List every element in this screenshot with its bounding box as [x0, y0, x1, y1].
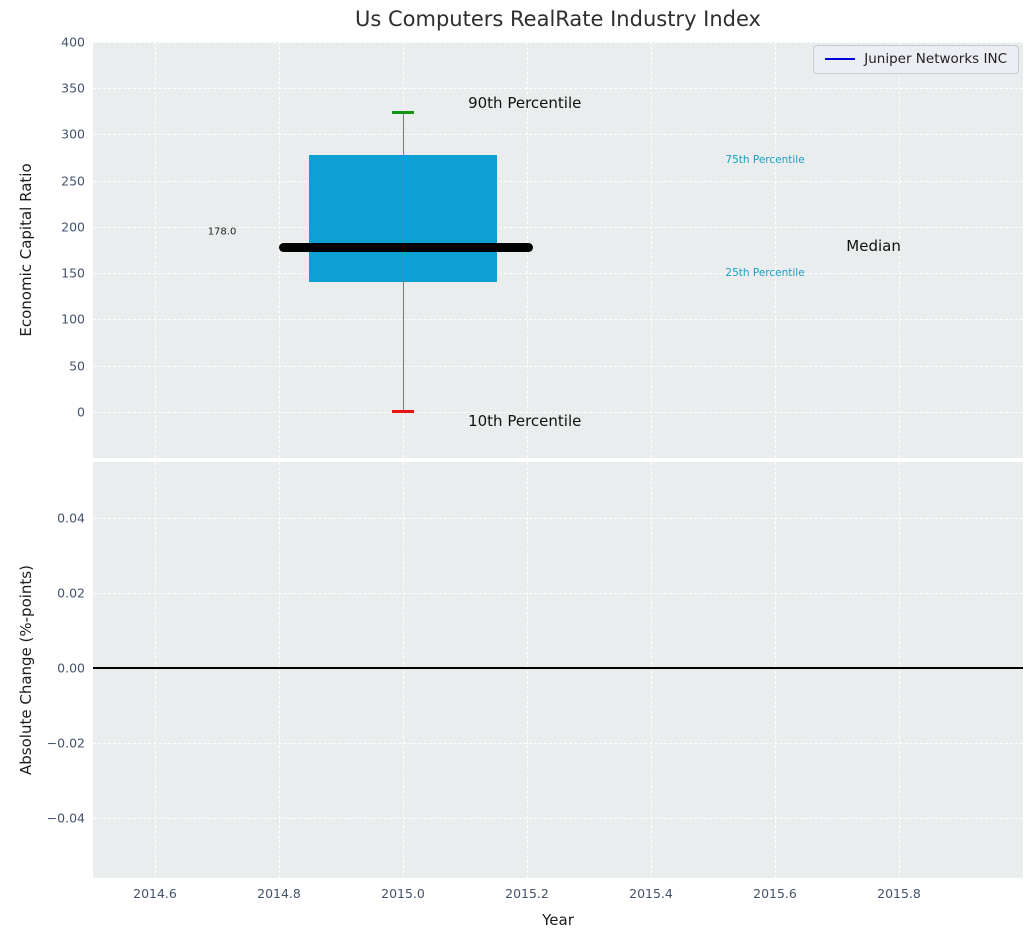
annotation-90th-percentile: 90th Percentile — [468, 94, 582, 112]
y-tick-label: 100 — [61, 311, 85, 327]
y-gridline — [93, 319, 1023, 321]
y-tick-label: 150 — [61, 265, 85, 281]
x-tick-label: 2014.6 — [133, 886, 177, 901]
x-tick-label: 2015.4 — [629, 886, 673, 901]
legend-label: Juniper Networks INC — [864, 51, 1007, 67]
x-tick-label: 2015.8 — [877, 886, 921, 901]
x-tick-label: 2014.8 — [257, 886, 301, 901]
top-panel-plot-area — [93, 42, 1023, 458]
y-tick-label: 250 — [61, 173, 85, 189]
x-gridline — [155, 42, 156, 458]
box-iqr-p25-p75 — [309, 154, 497, 283]
annotation-75th-percentile: 75th Percentile — [725, 154, 805, 167]
x-axis-label-year: Year — [542, 911, 574, 929]
annotation-median: Median — [846, 237, 901, 256]
y-tick-label: 350 — [61, 80, 85, 96]
y-gridline — [93, 42, 1023, 43]
chart-title: Us Computers RealRate Industry Index — [355, 7, 761, 31]
y-gridline — [93, 88, 1023, 90]
y-tick-label: −0.04 — [46, 810, 85, 826]
y-gridline — [93, 365, 1023, 367]
whisker-cap-90th — [392, 111, 414, 115]
x-gridline — [403, 462, 404, 878]
y-gridline — [93, 273, 1023, 275]
y-gridline — [93, 134, 1023, 136]
median-line — [279, 242, 534, 252]
y-tick-label: 200 — [61, 219, 85, 235]
x-tick-label: 2015.0 — [381, 886, 425, 901]
x-tick-label: 2015.2 — [505, 886, 549, 901]
annotation-178-0: 178.0 — [207, 226, 237, 238]
x-gridline — [651, 462, 652, 878]
x-gridline — [279, 462, 280, 878]
x-gridline — [775, 42, 776, 458]
y-gridline — [93, 411, 1023, 413]
y-axis-label-economic-capital-ratio: Economic Capital Ratio — [17, 163, 35, 337]
x-gridline — [775, 462, 776, 878]
zero-line — [93, 666, 1023, 669]
y-tick-label: −0.02 — [46, 735, 85, 751]
y-tick-label: 0.00 — [57, 660, 85, 676]
annotation-10th-percentile: 10th Percentile — [468, 412, 582, 431]
y-gridline — [93, 226, 1023, 228]
x-gridline — [651, 42, 652, 458]
whisker-cap-10th — [392, 409, 414, 413]
annotation-25th-percentile: 25th Percentile — [725, 267, 805, 280]
y-tick-label: 0.04 — [57, 510, 85, 526]
x-tick-label: 2015.6 — [753, 886, 797, 901]
legend[interactable]: Juniper Networks INC — [813, 45, 1019, 74]
y-gridline — [93, 742, 1023, 744]
legend-line-swatch — [825, 58, 856, 60]
y-tick-label: 0 — [77, 404, 85, 420]
y-tick-label: 0.02 — [57, 585, 85, 601]
y-tick-label: 400 — [61, 34, 85, 50]
y-gridline — [93, 592, 1023, 594]
x-gridline — [899, 462, 900, 878]
y-tick-label: 300 — [61, 126, 85, 142]
y-gridline — [93, 817, 1023, 819]
x-gridline — [899, 42, 900, 458]
bottom-panel-plot-area — [93, 462, 1023, 878]
x-gridline — [155, 462, 156, 878]
x-gridline — [527, 462, 528, 878]
whisker-line — [403, 111, 404, 410]
y-gridline — [93, 517, 1023, 519]
y-tick-label: 50 — [69, 358, 85, 374]
y-gridline — [93, 180, 1023, 182]
